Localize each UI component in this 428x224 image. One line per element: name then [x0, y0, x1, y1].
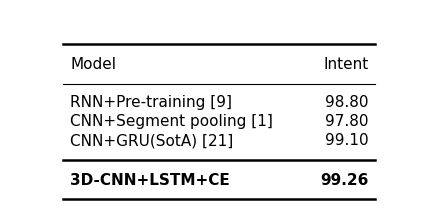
Text: CNN+Segment pooling [1]: CNN+Segment pooling [1]: [70, 114, 273, 129]
Text: 3D-CNN+LSTM+CE: 3D-CNN+LSTM+CE: [70, 173, 230, 188]
Text: Intent: Intent: [324, 57, 369, 72]
Text: 97.80: 97.80: [325, 114, 369, 129]
Text: 99.10: 99.10: [325, 133, 369, 148]
Text: Model: Model: [70, 57, 116, 72]
Text: CNN+GRU(SotA) [21]: CNN+GRU(SotA) [21]: [70, 133, 233, 148]
Text: 99.26: 99.26: [320, 173, 369, 188]
Text: RNN+Pre-training [9]: RNN+Pre-training [9]: [70, 95, 232, 110]
Text: 98.80: 98.80: [325, 95, 369, 110]
